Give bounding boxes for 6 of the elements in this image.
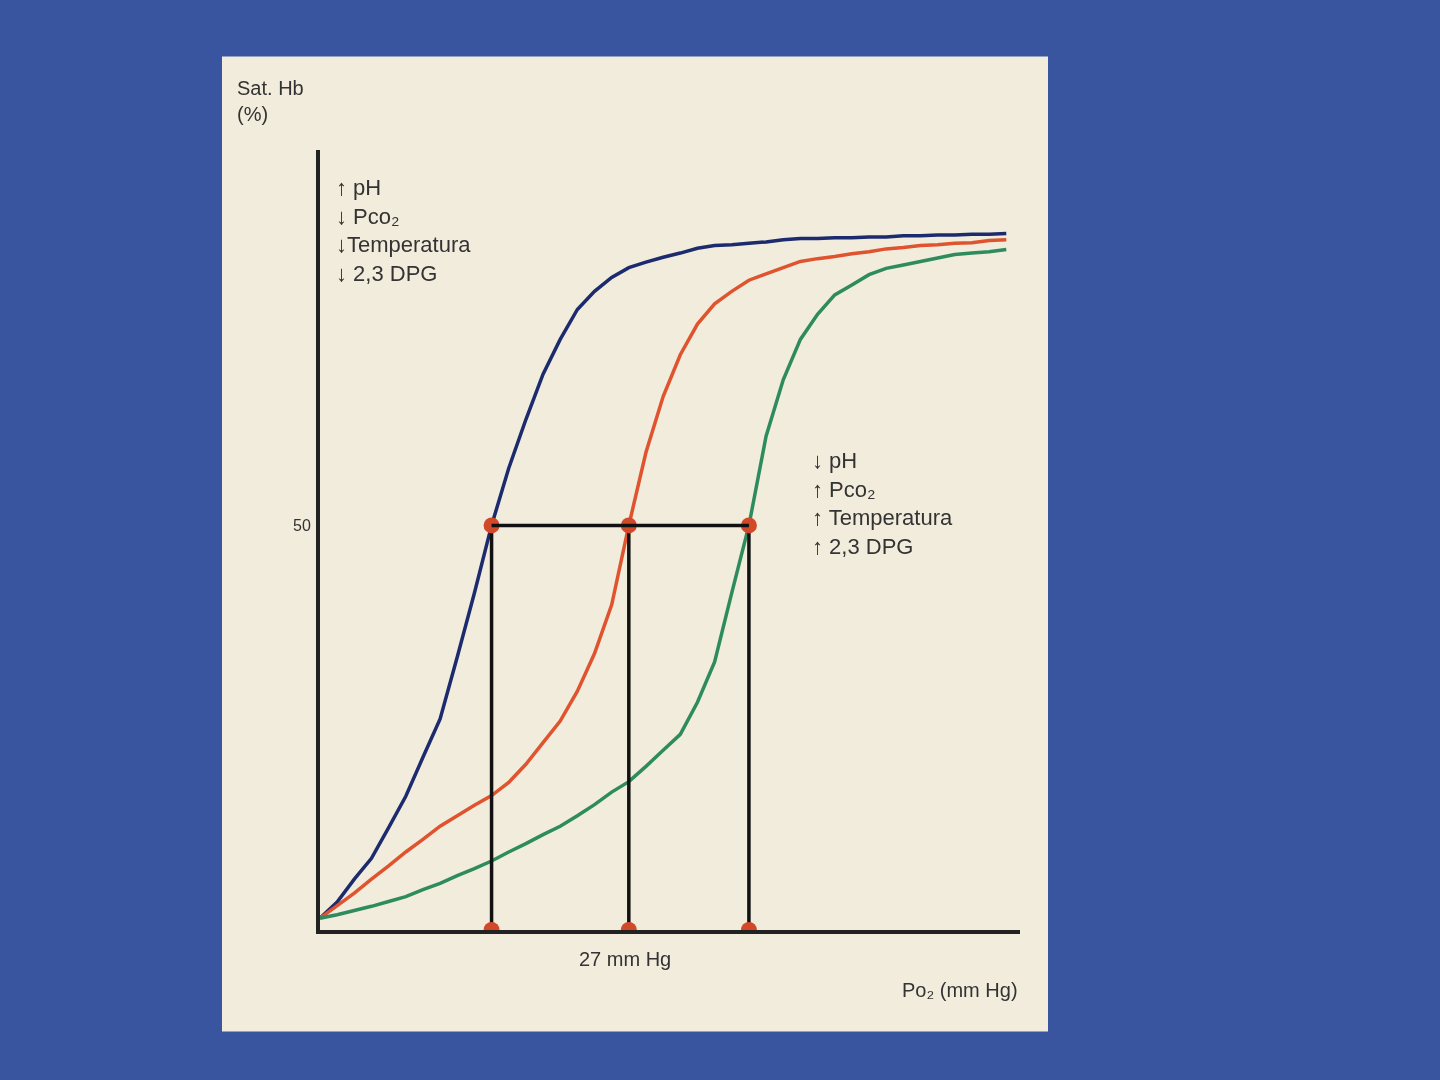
annotation: ↓ pH ↑ Pco₂ ↑ Temperatura ↑ 2,3 DPG bbox=[812, 448, 953, 559]
annotation: ↑ pH ↓ Pco₂ ↓Temperatura ↓ 2,3 DPG bbox=[336, 175, 472, 286]
text: Sat. Hb (%) bbox=[237, 77, 304, 125]
text: 50 bbox=[293, 517, 311, 534]
text: 27 mm Hg bbox=[579, 948, 672, 970]
x-axis-title: Po₂ (mm Hg) bbox=[902, 979, 1018, 1001]
